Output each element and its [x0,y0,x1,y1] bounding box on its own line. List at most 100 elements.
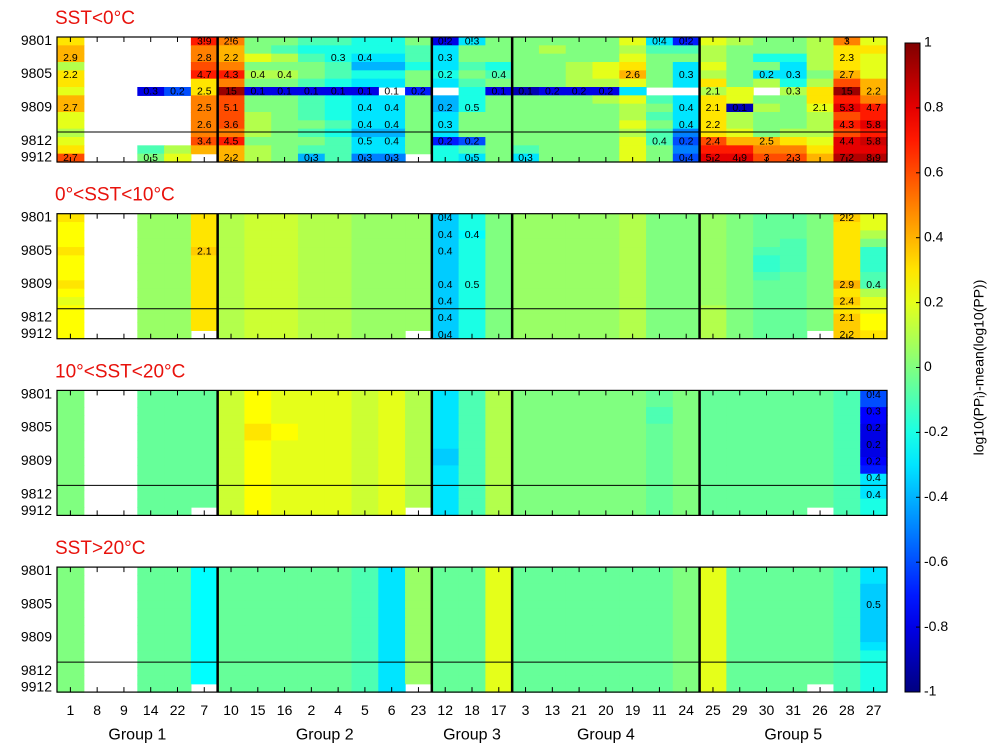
heat-cell [726,482,754,491]
heat-cell [699,415,727,425]
heat-cell [405,415,433,425]
heat-cell [538,448,567,458]
heat-cell [190,575,219,585]
heat-cell [512,633,540,643]
heat-cell [860,457,888,466]
heat-cell [672,642,701,652]
heat-cell [324,415,353,425]
heat-cell [726,305,754,315]
heat-cell [458,457,486,466]
heat-cell [378,313,406,323]
heat-cell [646,137,674,146]
heat-cell [646,313,674,323]
heat-cell [753,145,781,155]
heat-cell [565,112,594,121]
heat-cell [699,465,727,475]
heat-cell [753,120,781,130]
heat-cell [779,473,808,483]
heat-cell [351,482,379,491]
heat-cell [458,675,486,685]
heat-cell [833,592,861,602]
heat-cell [217,473,246,483]
heat-cell [137,398,165,408]
heat-cell [351,70,379,80]
heat-cell [405,313,433,323]
row-label: 9812 [21,485,52,501]
heat-cell [431,62,460,71]
heat-cell [244,280,272,290]
heat-cell [324,642,353,652]
heat-cell [779,263,808,273]
heat-cell [806,448,835,458]
heat-cell [699,667,727,677]
heat-cell [592,45,620,55]
heat-cell [405,280,433,290]
heat-cell [271,222,299,231]
heat-cell [190,675,219,685]
heat-cell [57,313,85,323]
heat-cell [779,498,808,508]
heat-cell [164,432,192,441]
heat-cell [431,617,460,627]
heat-cell [378,457,406,466]
heat-cell [592,608,620,618]
heat-cell [860,675,888,685]
heat-cell [244,490,272,500]
colorbar-tick-label: 0.4 [924,228,944,244]
heat-cell [458,70,486,80]
heat-cell [619,103,647,113]
heat-cell [271,600,299,610]
heat-cell [431,103,460,113]
heat-cell [860,230,888,240]
heat-cell [324,305,353,315]
heat-cell [860,45,888,55]
heat-cell [431,145,460,155]
heat-cell [699,103,727,113]
heat-cell [458,498,486,508]
heat-cell [57,398,85,408]
heat-cell [806,600,835,610]
heat-cell [378,667,406,677]
cell-label: 0.5 [465,279,480,291]
heat-cell [190,583,219,593]
heat-cell [538,103,567,113]
heat-cell [244,498,272,508]
heat-cell [378,650,406,660]
heat-cell [297,297,326,306]
heat-cell [378,238,406,248]
heat-cell [753,230,781,240]
heat-cell [57,45,85,55]
heat-cell [431,222,460,231]
heat-cell [619,263,647,273]
heat-cell [405,297,433,306]
heat-cell [592,642,620,652]
heat-cell [378,465,406,475]
heat-cell [405,473,433,483]
heat-cell [351,498,379,508]
heat-cell [485,448,513,458]
heat-cell [57,465,85,475]
heat-cell [431,53,460,63]
heat-cell [351,658,379,668]
heat-cell [351,297,379,306]
heat-cell [565,407,594,416]
heat-cell [672,650,701,660]
heat-cell [297,398,326,408]
heat-cell [646,600,674,610]
heat-cell [619,423,647,433]
heat-cell [271,498,299,508]
heat-cell [753,238,781,248]
heat-cell [806,45,835,55]
heat-cell [271,305,299,315]
heat-cell [244,667,272,677]
cell-label: 0.5 [358,135,373,147]
panel-title: SST>20°C [55,538,146,559]
heat-cell [806,457,835,466]
heat-cell [57,230,85,240]
heat-cell [164,633,192,643]
heat-cell [244,583,272,593]
heat-cell [592,112,620,121]
cell-label: 2.5 [197,102,212,114]
heat-cell [806,137,835,146]
x-tick-label: 21 [571,702,587,718]
